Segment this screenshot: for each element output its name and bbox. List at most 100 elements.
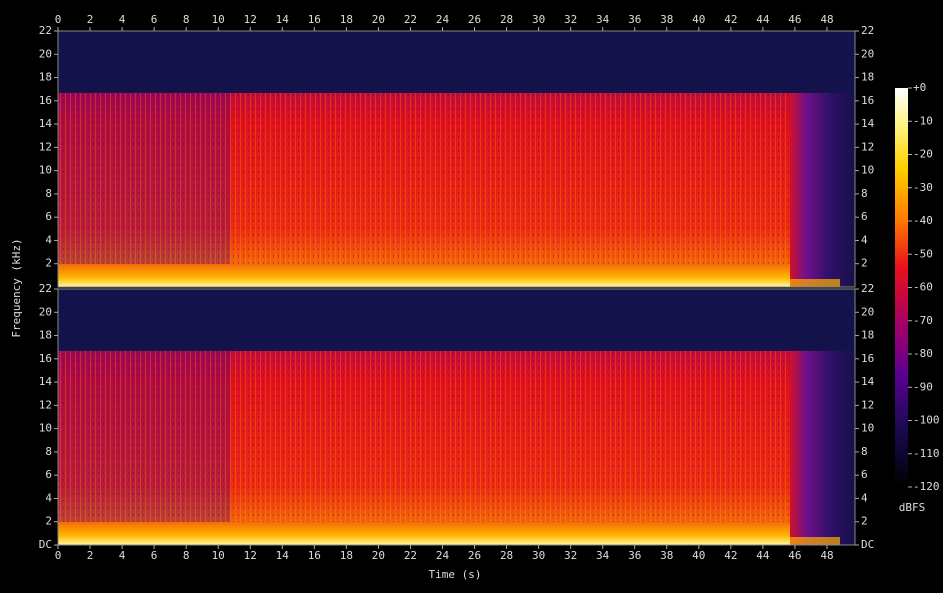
spectrogram-fade-out xyxy=(790,350,855,545)
y-tick-label: 10 xyxy=(39,422,52,435)
x-tick-label: 16 xyxy=(308,549,321,562)
y-tick-label: 16 xyxy=(861,94,874,107)
y-tick-label: 6 xyxy=(861,210,868,223)
y-tick-label: 6 xyxy=(45,210,52,223)
x-tick-label: 36 xyxy=(628,13,641,26)
y-tick-label: 22 xyxy=(861,282,874,295)
x-tick-label: 10 xyxy=(212,549,225,562)
y-tick-label: 18 xyxy=(861,329,874,342)
y-tick-label: 4 xyxy=(45,491,52,504)
panel-frame xyxy=(57,288,856,546)
y-tick-label: 14 xyxy=(39,375,53,388)
y-tick-label: 20 xyxy=(861,305,874,318)
x-tick-label: 2 xyxy=(87,549,94,562)
y-tick-label: 2 xyxy=(45,257,52,270)
x-tick-label: 24 xyxy=(436,13,450,26)
x-tick-label: 26 xyxy=(468,13,481,26)
x-tick-label: 30 xyxy=(532,13,545,26)
x-tick-label: 26 xyxy=(468,549,481,562)
x-tick-label: 32 xyxy=(564,13,577,26)
colorbar-tick-label: -20 xyxy=(913,148,933,161)
x-tick-label: 20 xyxy=(372,549,385,562)
y-tick-label: 12 xyxy=(861,398,874,411)
spectrogram-fade-floor xyxy=(790,537,840,545)
panel-frame xyxy=(57,30,856,288)
colorbar-tick-label: -70 xyxy=(913,314,933,327)
y-tick-label: 14 xyxy=(861,117,875,130)
y-tick-label: 2 xyxy=(45,515,52,528)
x-tick-label: 48 xyxy=(820,549,833,562)
spectrogram-low-band xyxy=(58,521,790,545)
x-tick-label: 22 xyxy=(404,549,417,562)
y-tick-label: DC xyxy=(861,538,874,551)
x-tick-label: 42 xyxy=(724,549,737,562)
y-tick-label: 12 xyxy=(39,140,52,153)
x-tick-label: 48 xyxy=(820,13,833,26)
x-tick-label: 40 xyxy=(692,13,705,26)
x-tick-label: 46 xyxy=(788,549,801,562)
x-tick-label: 8 xyxy=(183,13,190,26)
colorbar-tick-label: -50 xyxy=(913,247,933,260)
x-tick-label: 22 xyxy=(404,13,417,26)
spectrogram-fade-floor xyxy=(790,279,840,287)
spectrogram-low-band xyxy=(58,263,790,287)
x-tick-label: 20 xyxy=(372,13,385,26)
y-tick-label: 4 xyxy=(861,491,868,504)
y-tick-label: 14 xyxy=(39,117,53,130)
colorbar xyxy=(895,88,908,487)
colorbar-tick-label: -120 xyxy=(913,480,940,493)
x-tick-label: 34 xyxy=(596,13,610,26)
x-axis-label: Time (s) xyxy=(429,568,482,581)
y-tick-label: 16 xyxy=(861,352,874,365)
y-tick-label: 8 xyxy=(45,445,52,458)
y-tick-label: 12 xyxy=(861,140,874,153)
y-tick-label: 12 xyxy=(39,398,52,411)
y-axis-label: Frequency (kHz) xyxy=(10,238,23,337)
x-tick-label: 34 xyxy=(596,549,610,562)
y-tick-label: 6 xyxy=(45,468,52,481)
x-tick-label: 36 xyxy=(628,549,641,562)
colorbar-tick-label: +0 xyxy=(913,81,926,94)
x-tick-label: 12 xyxy=(244,13,257,26)
x-tick-label: 40 xyxy=(692,549,705,562)
y-tick-label: 8 xyxy=(861,445,868,458)
y-tick-label: 16 xyxy=(39,94,52,107)
y-tick-label: 20 xyxy=(861,47,874,60)
spectrogram-texture xyxy=(58,92,790,288)
x-tick-label: 10 xyxy=(212,13,225,26)
colorbar-tick-label: -100 xyxy=(913,414,940,427)
colorbar-tick-label: -30 xyxy=(913,181,933,194)
y-tick-label: 18 xyxy=(39,329,52,342)
x-tick-label: 0 xyxy=(55,549,62,562)
x-tick-label: 6 xyxy=(151,549,158,562)
x-tick-label: 16 xyxy=(308,13,321,26)
y-tick-label: 20 xyxy=(39,305,52,318)
x-tick-label: 18 xyxy=(340,549,353,562)
colorbar-tick-label: -10 xyxy=(913,114,933,127)
x-tick-label: 38 xyxy=(660,13,673,26)
y-tick-label: 2 xyxy=(861,257,868,270)
x-tick-label: 28 xyxy=(500,549,513,562)
y-tick-label: 10 xyxy=(861,422,874,435)
y-tick-label: 4 xyxy=(861,233,868,246)
x-tick-label: 2 xyxy=(87,13,94,26)
x-tick-label: 42 xyxy=(724,13,737,26)
x-tick-label: 32 xyxy=(564,549,577,562)
y-tick-label: 2 xyxy=(861,515,868,528)
y-tick-label: 8 xyxy=(45,187,52,200)
y-tick-label: 6 xyxy=(861,468,868,481)
colorbar-tick-label: -90 xyxy=(913,380,933,393)
x-tick-label: 44 xyxy=(756,13,770,26)
spectrogram-texture xyxy=(58,350,790,545)
y-tick-label: 18 xyxy=(861,71,874,84)
y-tick-label: 18 xyxy=(39,71,52,84)
y-tick-label: 22 xyxy=(39,282,52,295)
y-tick-label: 22 xyxy=(39,24,52,37)
x-tick-label: 30 xyxy=(532,549,545,562)
y-tick-label: 22 xyxy=(861,24,874,37)
y-tick-label: 8 xyxy=(861,187,868,200)
y-tick-label: 14 xyxy=(861,375,875,388)
y-tick-label: DC xyxy=(39,538,52,551)
x-tick-label: 12 xyxy=(244,549,257,562)
